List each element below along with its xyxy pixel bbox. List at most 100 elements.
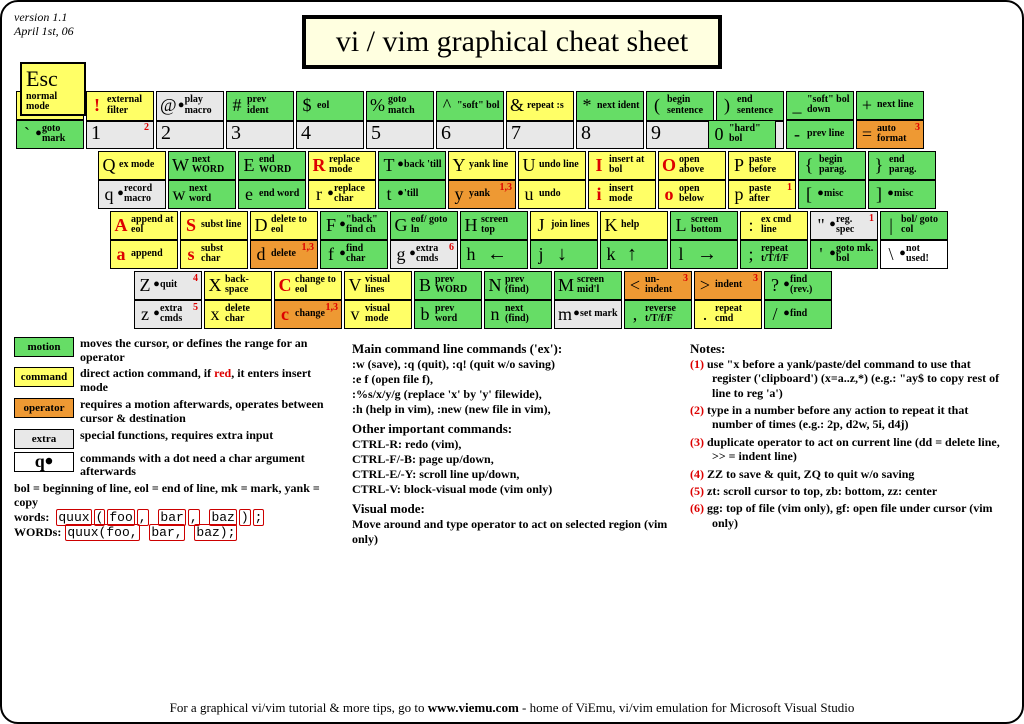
key: Jjoin linesj↓ (530, 211, 598, 269)
key-symbol: ! (90, 95, 104, 116)
keyboard: 0"hard" bol~toggle case`•goto mark!exter… (14, 91, 1010, 329)
key: Ppaste beforeppaste after1 (728, 151, 796, 209)
number-key-half: 2 (156, 121, 224, 149)
key-superscript: 3 (753, 273, 758, 284)
legend-box: command (14, 367, 74, 387)
key: Ssubst linessubst char (180, 211, 248, 269)
key: &repeat :s7 (506, 91, 574, 149)
arrow-icon: → (697, 243, 717, 266)
visual-body: Move around and type operator to act on … (352, 517, 672, 547)
key-label: yank line (469, 160, 512, 171)
key-symbol: " (814, 215, 828, 236)
key-label: find (790, 309, 828, 320)
key-symbol: X (208, 275, 222, 296)
key-label: next (find) (505, 304, 548, 325)
note-row: (4) ZZ to save & quit, ZQ to quit w/o sa… (690, 467, 1010, 481)
key-label: record macro (124, 184, 162, 205)
key-label: "back" find ch (346, 215, 384, 236)
key-label: eof/ goto ln (411, 215, 454, 236)
key-half: nnext (find) (484, 300, 552, 329)
number-key-digit: 7 (511, 122, 521, 145)
key: Wnext WORDwnext word (168, 151, 236, 209)
key-half: }end parag. (868, 151, 936, 180)
key-symbol: k (604, 244, 618, 265)
visual-heading: Visual mode: (352, 501, 672, 517)
key: >indent3.repeat cmd (694, 271, 762, 329)
key-half: ddelete1,3 (250, 240, 318, 269)
key-half: Lscreen bottom (670, 211, 738, 240)
key-symbol: Q (102, 155, 116, 176)
key-symbol: > (698, 275, 712, 296)
title-block: vi / vim graphical cheat sheet (14, 15, 1010, 69)
number-key-digit: 1 (91, 122, 101, 145)
key-symbol: ? (768, 275, 782, 296)
key-half: <un- indent3 (624, 271, 692, 300)
key-half: '•goto mk. bol (810, 240, 878, 269)
key-half: Ppaste before (728, 151, 796, 180)
key-label: ex cmd line (761, 215, 804, 236)
footer-post: - home of ViEmu, vi/vim emulation for Mi… (519, 700, 855, 715)
key-label: prev line (807, 129, 850, 140)
key-symbol: + (860, 95, 874, 116)
key-label: find char (346, 244, 384, 265)
key-symbol: g (394, 244, 408, 265)
key-label: not used! (906, 244, 944, 265)
key-symbol: d (254, 244, 268, 265)
key-label: append (131, 249, 174, 260)
key-half: Z•quit4 (134, 271, 202, 300)
arrow-icon: ↓ (557, 243, 567, 266)
key-half: oopen below (658, 180, 726, 209)
esc-key: Esc normal mode (20, 62, 86, 116)
key-label: screen top (481, 215, 524, 236)
legend-text: moves the cursor, or defines the range f… (80, 337, 334, 365)
other-heading: Other important commands: (352, 421, 672, 437)
key-label: repeat t/T/f/F (761, 244, 804, 265)
key-label: auto format (877, 124, 915, 145)
key-symbol: % (370, 95, 385, 116)
key-half: $eol (296, 91, 364, 121)
key-symbol: A (114, 215, 128, 236)
key-half: ^"soft" bol (436, 91, 504, 121)
key: |bol/ goto col\•not used! (880, 211, 948, 269)
key-half: Vvisual lines (344, 271, 412, 300)
key-half: ?•find (rev.) (764, 271, 832, 300)
key-label: prev word (435, 304, 478, 325)
key-half: t•'till (378, 180, 446, 209)
key-half: )end sentence (716, 91, 784, 121)
key: _"soft" bol down-prev line (786, 91, 854, 149)
note-row: (5) zt: scroll cursor to top, zb: bottom… (690, 484, 1010, 498)
key-label: prev ident (247, 95, 290, 116)
esc-key-big: Esc (26, 66, 58, 91)
number-key-half: 12 (86, 121, 154, 149)
key-half: [•misc (798, 180, 866, 209)
key: "•reg. spec1'•goto mk. bol (810, 211, 878, 269)
key-symbol: ^ (440, 95, 454, 116)
legend-box: operator (14, 398, 74, 418)
key-symbol: P (732, 155, 746, 176)
key-label: replace char (334, 184, 372, 205)
key-symbol: U (522, 155, 536, 176)
key-label: goto mk. bol (836, 244, 874, 265)
key: Xback- spacexdelete char (204, 271, 272, 329)
key: Ddelete to eolddelete1,3 (250, 211, 318, 269)
bottom-columns: motionmoves the cursor, or defines the r… (14, 337, 1010, 547)
key-symbol: = (860, 124, 874, 145)
number-key-digit: 4 (301, 122, 311, 145)
key: T•back 'tillt•'till (378, 151, 446, 209)
key-label: insert mode (609, 184, 652, 205)
key-label: prev WORD (435, 275, 478, 296)
key-symbol: o (662, 184, 676, 205)
key-label: change (295, 309, 326, 320)
key-half: =auto format3 (856, 120, 924, 149)
key-half: F•"back" find ch (320, 211, 388, 240)
key-symbol: i (592, 184, 606, 205)
key: :ex cmd line;repeat t/T/f/F (740, 211, 808, 269)
key-symbol: < (628, 275, 642, 296)
key-label: eol (317, 101, 360, 112)
key-half: _"soft" bol down (786, 91, 854, 120)
commands-column: Main command line commands ('ex'): :w (s… (352, 337, 672, 547)
legend-column: motionmoves the cursor, or defines the r… (14, 337, 334, 547)
key: F•"back" find chf•find char (320, 211, 388, 269)
key-label: reg. spec (836, 215, 869, 236)
footer: For a graphical vi/vim tutorial & more t… (2, 700, 1022, 716)
